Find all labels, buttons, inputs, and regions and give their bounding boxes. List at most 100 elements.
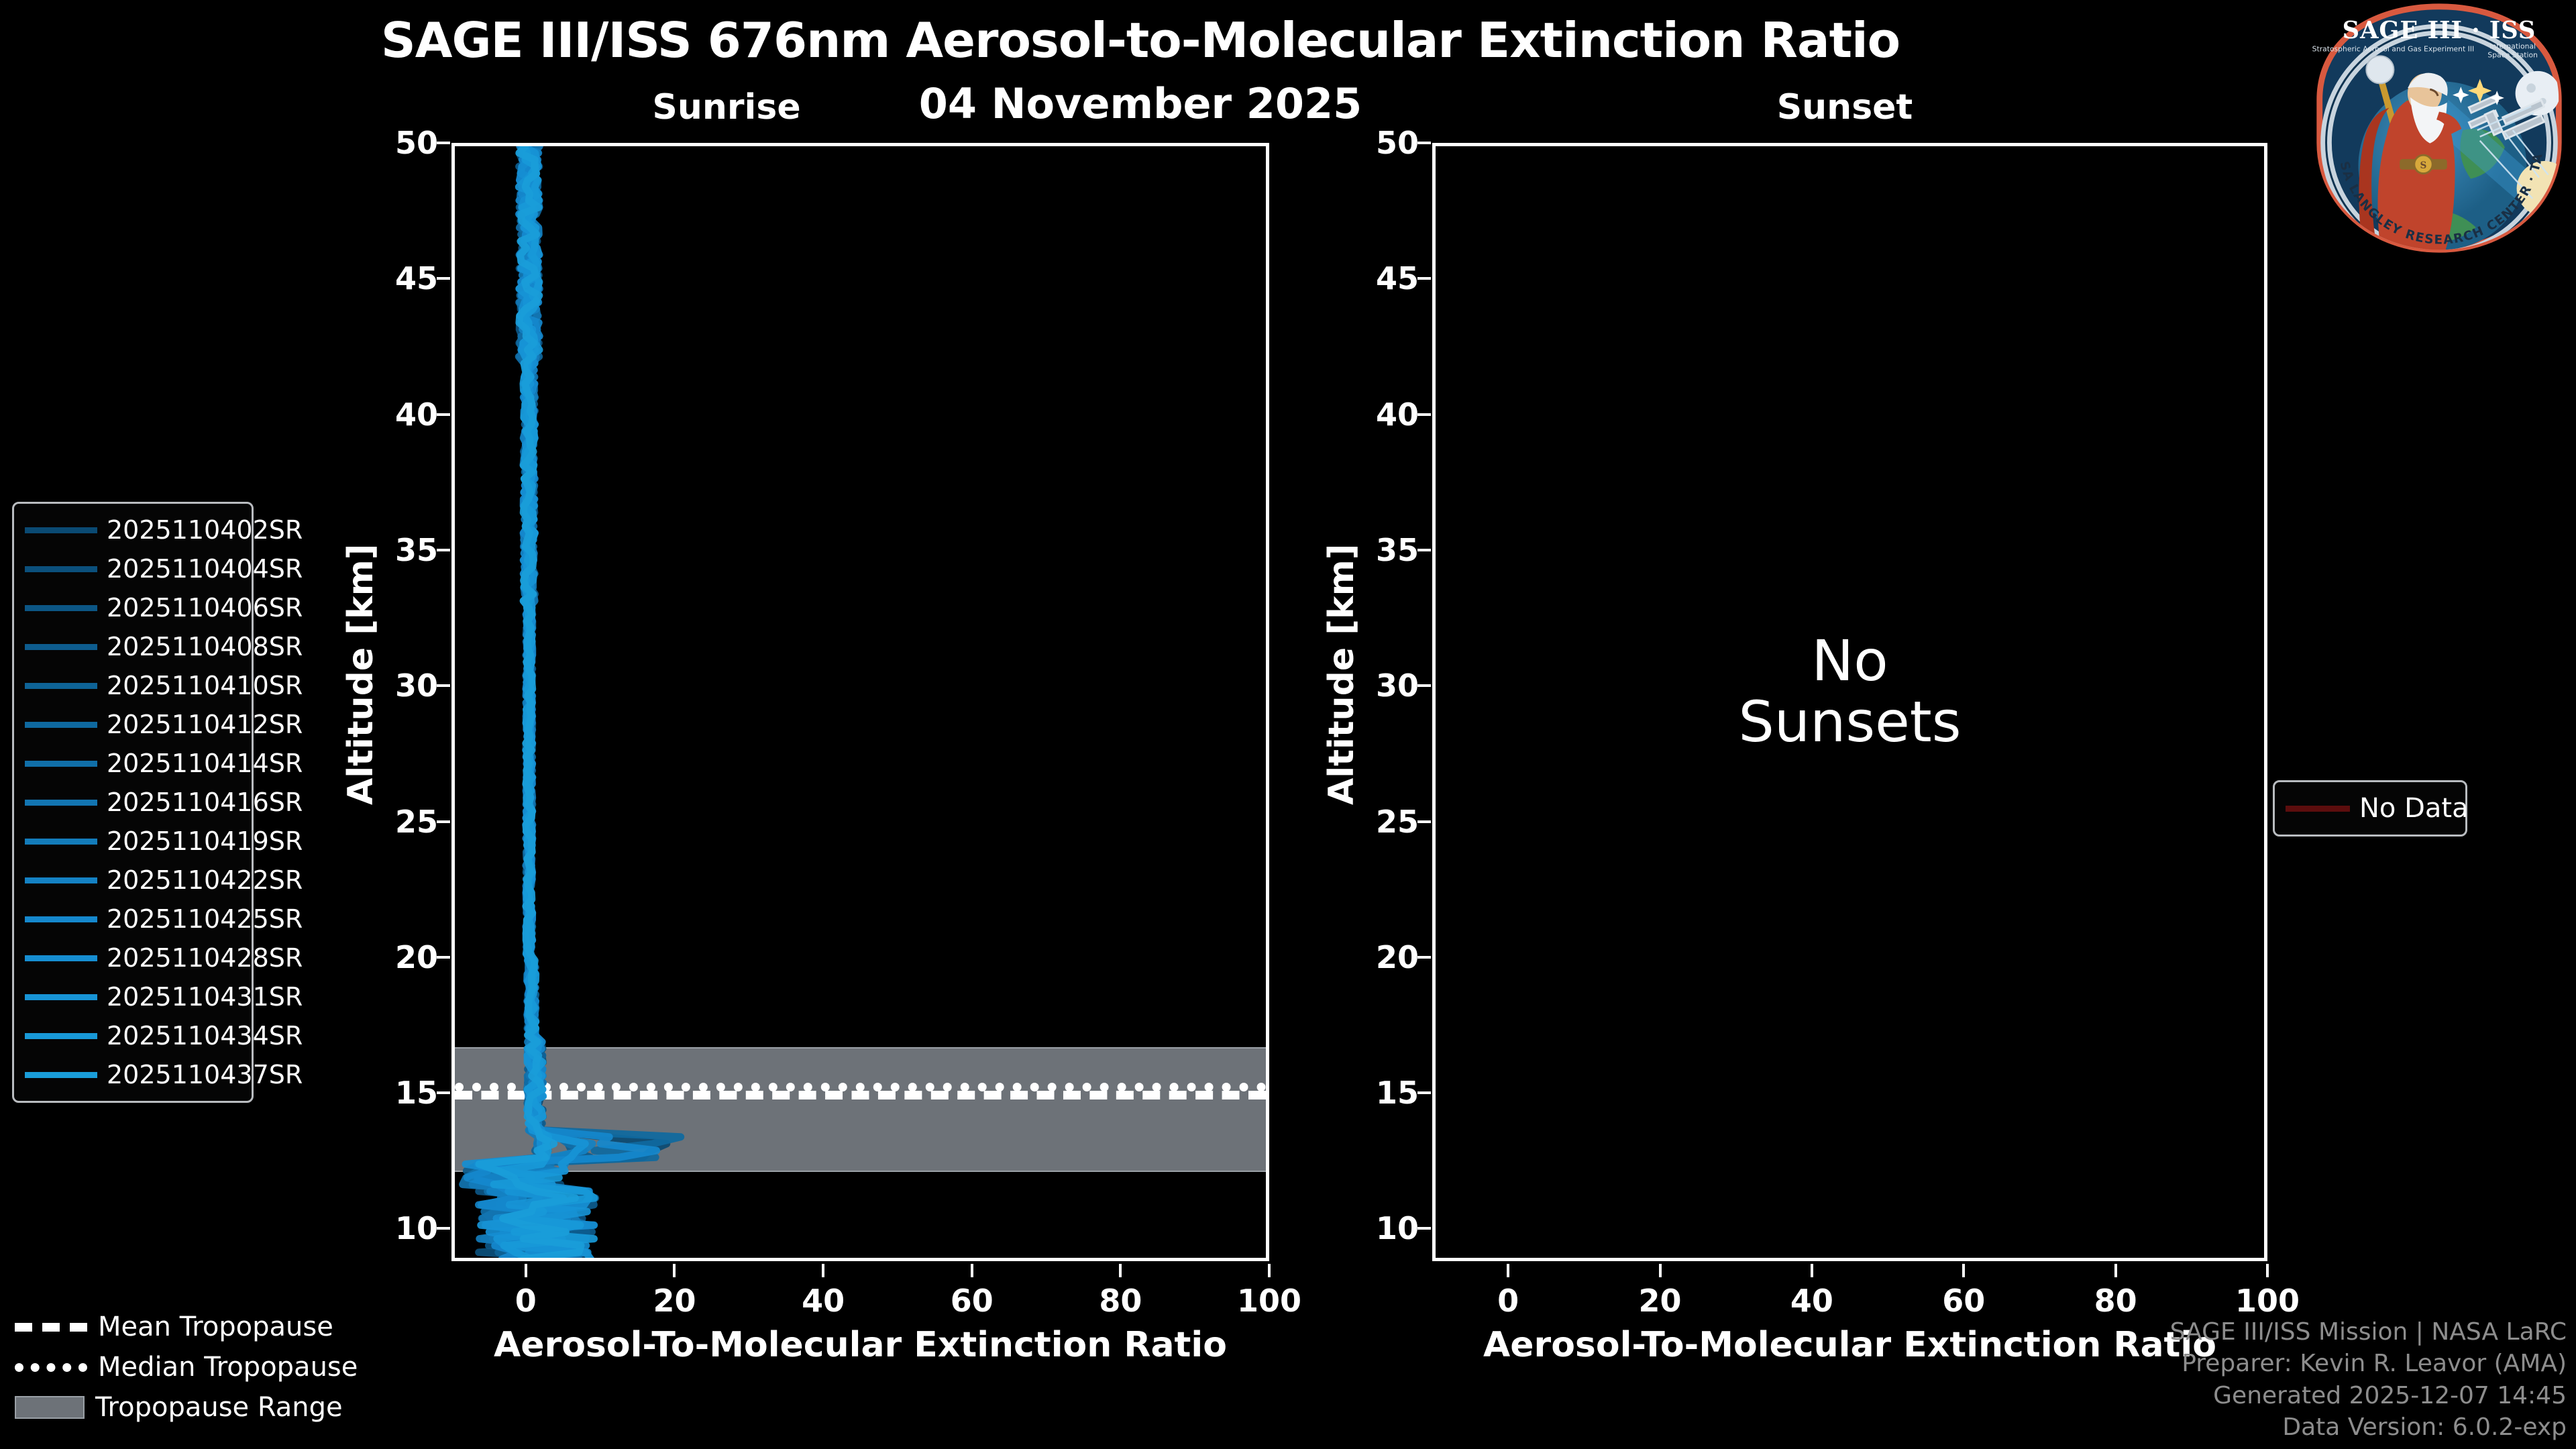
sunrise-xtick-mark-60 [970, 1264, 973, 1277]
legend-item-2025110410SR[interactable]: 2025110410SR [25, 666, 303, 705]
legend-item-2025110425SR[interactable]: 2025110425SR [25, 900, 303, 938]
legend-item-2025110402SR[interactable]: 2025110402SR [25, 511, 303, 549]
tropopause-legend-item-dotted: Median Tropopause [15, 1347, 390, 1387]
sunrise-xtick-mark-20 [673, 1264, 676, 1277]
svg-text:SAGE III · ISS: SAGE III · ISS [2343, 17, 2536, 44]
sunrise-ytick-mark-35 [437, 548, 450, 551]
mean-tropopause-swatch [15, 1322, 87, 1332]
sunset-x-axis-title: Aerosol-To-Molecular Extinction Ratio [1483, 1325, 2216, 1365]
legend-item-2025110412SR[interactable]: 2025110412SR [25, 705, 303, 744]
sunrise-xtick-0: 0 [515, 1283, 537, 1319]
series-label: 2025110404SR [107, 554, 303, 584]
credits-block: SAGE III/ISS Mission | NASA LaRC Prepare… [2170, 1316, 2567, 1444]
series-line-swatch [25, 1032, 97, 1039]
sunset-ytick-mark-25 [1417, 820, 1431, 823]
no-data-label: No Data [2359, 793, 2469, 824]
sunset-ytick-mark-15 [1417, 1091, 1431, 1095]
legend-item-2025110428SR[interactable]: 2025110428SR [25, 938, 303, 977]
tropopause-range-band [455, 1047, 1266, 1173]
sunrise-series-legend[interactable]: 2025110402SR 2025110404SR 2025110406SR 2025… [12, 502, 303, 1103]
legend-item-2025110431SR[interactable]: 2025110431SR [25, 977, 303, 1016]
sunset-xtick-mark-80 [2114, 1264, 2117, 1277]
sunset-ytick-40: 40 [1375, 396, 1419, 433]
tropopause-legend: Mean Tropopause Median Tropopause Tropopau… [15, 1307, 390, 1428]
series-label: 2025110412SR [107, 710, 303, 739]
sunset-plot-area [1432, 143, 2267, 1261]
sunrise-xtick-40: 40 [802, 1283, 845, 1319]
tropopause-legend-label: Mean Tropopause [98, 1311, 333, 1342]
series-line-swatch [25, 955, 97, 961]
sunset-xtick-mark-20 [1658, 1264, 1662, 1277]
sunset-ytick-35: 35 [1375, 531, 1419, 568]
sunset-ytick-20: 20 [1375, 938, 1419, 975]
series-line-swatch [25, 838, 97, 845]
legend-item-2025110422SR[interactable]: 2025110422SR [25, 861, 303, 900]
legend-item-2025110408SR[interactable]: 2025110408SR [25, 627, 303, 666]
sunset-ytick-25: 25 [1375, 803, 1419, 840]
series-label: 2025110437SR [107, 1060, 303, 1089]
sunrise-xtick-mark-80 [1119, 1264, 1122, 1277]
sunset-ytick-10: 10 [1375, 1210, 1419, 1247]
sunset-xtick-mark-100 [2266, 1264, 2269, 1277]
credits-mission: SAGE III/ISS Mission | NASA LaRC [2169, 1318, 2567, 1346]
series-line-swatch [25, 604, 97, 611]
sunrise-ytick-mark-20 [437, 955, 450, 959]
legend-item-2025110414SR[interactable]: 2025110414SR [25, 744, 303, 783]
credits-generated: Generated 2025-12-07 14:45 [2213, 1381, 2567, 1409]
sunset-xtick-mark-40 [1810, 1264, 1813, 1277]
sunset-no-data-legend[interactable]: No Data [2273, 780, 2469, 837]
series-line-swatch [25, 721, 97, 728]
legend-item-2025110434SR[interactable]: 2025110434SR [25, 1016, 303, 1055]
median-tropopause-swatch [15, 1362, 87, 1372]
sunrise-profile-curves [459, 146, 685, 1258]
sunrise-plot-area [451, 143, 1269, 1261]
legend-item-2025110416SR[interactable]: 2025110416SR [25, 783, 303, 822]
no-data-line-swatch [2286, 805, 2350, 812]
legend-item-2025110437SR[interactable]: 2025110437SR [25, 1055, 303, 1094]
svg-text:S: S [2420, 160, 2427, 171]
series-label: 2025110428SR [107, 943, 303, 973]
sunset-xtick-100: 100 [2235, 1283, 2300, 1319]
legend-item-2025110419SR[interactable]: 2025110419SR [25, 822, 303, 861]
sunset-xtick-20: 20 [1638, 1283, 1682, 1319]
series-line-swatch [25, 760, 97, 767]
legend-item-no-data[interactable]: No Data [2286, 789, 2469, 828]
sunrise-ytick-40: 40 [394, 396, 438, 433]
sunset-xtick-mark-60 [1962, 1264, 1966, 1277]
no-sunsets-line2: Sunsets [1738, 688, 1962, 755]
series-label: 2025110434SR [107, 1021, 303, 1051]
sunrise-x-axis-title: Aerosol-To-Molecular Extinction Ratio [494, 1325, 1227, 1365]
sunrise-xtick-mark-100 [1268, 1264, 1271, 1277]
sunrise-xtick-60: 60 [950, 1283, 994, 1319]
series-line-swatch [25, 682, 97, 689]
legend-item-2025110406SR[interactable]: 2025110406SR [25, 588, 303, 627]
sunset-xtick-60: 60 [1942, 1283, 1986, 1319]
tropopause-legend-item-filled-box: Tropopause Range [15, 1387, 390, 1428]
series-label: 2025110410SR [107, 671, 303, 700]
svg-text:Space Station: Space Station [2487, 50, 2538, 59]
sunset-xtick-mark-0 [1507, 1264, 1510, 1277]
credits-preparer: Preparer: Kevin R. Leavor (AMA) [2182, 1350, 2567, 1378]
sunset-y-axis-title: Altitude [km] [1322, 543, 1362, 805]
series-line-swatch [25, 916, 97, 922]
right-panel-title: Sunset [1776, 87, 1913, 127]
date-subtitle: 04 November 2025 [918, 79, 1362, 128]
sunset-ytick-mark-45 [1417, 277, 1431, 280]
series-line-swatch [25, 566, 97, 572]
sunset-ytick-45: 45 [1375, 260, 1419, 297]
no-sunsets-message: No Sunsets [1432, 631, 2267, 752]
series-line-swatch [25, 643, 97, 650]
series-label: 2025110416SR [107, 788, 303, 817]
median-tropopause-line [455, 1082, 1266, 1091]
series-line-swatch [25, 877, 97, 883]
left-panel-title: Sunrise [652, 87, 801, 127]
series-line-swatch [25, 1071, 97, 1078]
series-label: 2025110431SR [107, 982, 303, 1012]
sunrise-xtick-100: 100 [1236, 1283, 1302, 1319]
legend-item-2025110404SR[interactable]: 2025110404SR [25, 549, 303, 588]
series-label: 2025110425SR [107, 904, 303, 934]
sunrise-xtick-mark-40 [822, 1264, 825, 1277]
sunrise-ytick-35: 35 [394, 531, 438, 568]
mean-tropopause-line [455, 1091, 1266, 1100]
series-label: 2025110422SR [107, 865, 303, 895]
